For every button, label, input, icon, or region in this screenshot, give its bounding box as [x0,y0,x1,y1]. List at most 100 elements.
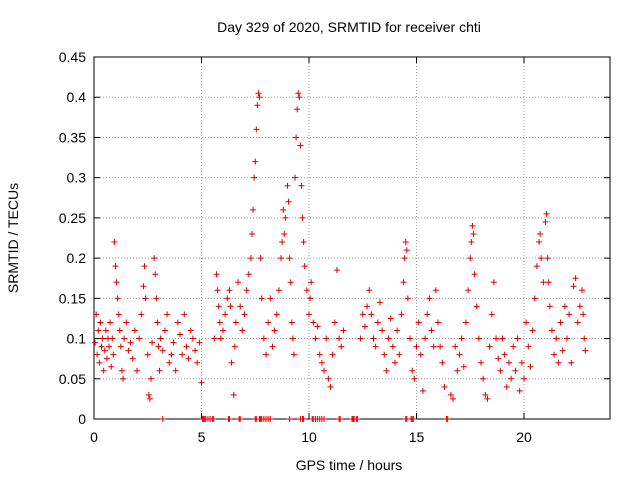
data-point [579,287,586,294]
data-point [568,359,575,366]
data-point [241,311,248,318]
data-point [366,287,373,294]
data-point [465,287,472,294]
data-point [452,343,459,350]
data-point [237,303,244,310]
data-point [469,222,476,229]
data-point [561,303,568,310]
data-point [159,347,166,354]
data-point [125,347,132,354]
data-point [228,359,235,366]
data-point [174,319,181,326]
data-point [404,295,411,302]
data-point [531,295,538,302]
y-tick-label: 0.2 [67,250,87,266]
axis-ticks: 0 0.05 0.1 0.15 0.2 0.25 0.3 0.35 0.4 0.45 0 5 10 15 2… [59,49,610,445]
data-point [243,287,250,294]
data-point [177,331,183,338]
y-tick-label: 0.05 [59,371,86,387]
data-point [437,343,444,350]
data-point [401,255,408,262]
data-point [447,391,454,398]
data-point [505,359,512,366]
data-point [357,335,364,342]
data-point [278,255,285,262]
data-point [120,375,127,382]
data-point [488,311,495,318]
data-point [430,343,437,350]
data-point [410,416,417,422]
data-point [194,359,201,366]
x-tick-label: 20 [516,429,532,445]
data-point [432,287,439,294]
data-point [385,335,392,342]
data-point [123,319,130,326]
data-point [117,343,124,350]
data-point [383,367,390,374]
data-point [354,416,361,422]
data-point [396,351,403,358]
data-point [258,295,265,302]
data-point [501,351,508,358]
data-point [210,416,217,422]
data-point [138,311,145,318]
data-point [308,279,315,286]
data-point [364,303,371,310]
data-point [486,343,493,350]
data-point [310,319,317,326]
data-point [576,303,583,310]
data-point [297,142,304,149]
data-point [441,383,448,390]
data-point [307,295,314,302]
data-point [215,303,222,310]
data-point [287,279,294,286]
data-point [582,347,589,354]
data-point [331,319,338,326]
data-point [314,323,321,330]
data-point [338,343,345,350]
data-point [168,351,175,358]
data-point [295,90,302,97]
data-point [273,311,280,318]
data-point [413,343,420,350]
data-point [102,327,109,334]
data-point [537,230,544,237]
data-point [140,283,147,290]
data-point [407,335,414,342]
data-point [107,319,114,326]
data-point [129,355,136,362]
data-point [527,363,534,370]
data-point [551,351,558,358]
data-point [426,295,433,302]
data-point [269,343,276,350]
data-point [372,343,379,350]
data-point [415,319,422,326]
data-point [478,359,484,366]
data-point [303,287,310,294]
data-point [237,416,244,422]
data-point [376,299,383,306]
data-point [257,255,264,262]
data-point [250,206,257,213]
data-point [96,359,103,366]
data-point [553,335,560,342]
data-point [544,255,551,262]
data-point [134,367,140,374]
data-point [462,319,469,326]
data-point [403,247,410,254]
data-point [402,239,409,246]
data-point [473,303,480,310]
data-point [93,311,100,318]
data-point [285,198,292,205]
data-point [490,279,497,286]
data-point [566,311,573,318]
data-point [428,327,435,334]
data-point [247,255,254,262]
data-point [152,271,159,278]
data-point [411,375,418,382]
data-point [379,327,386,334]
data-point [101,347,108,354]
data-point [482,391,489,398]
data-point [580,311,587,318]
data-point [164,311,171,318]
